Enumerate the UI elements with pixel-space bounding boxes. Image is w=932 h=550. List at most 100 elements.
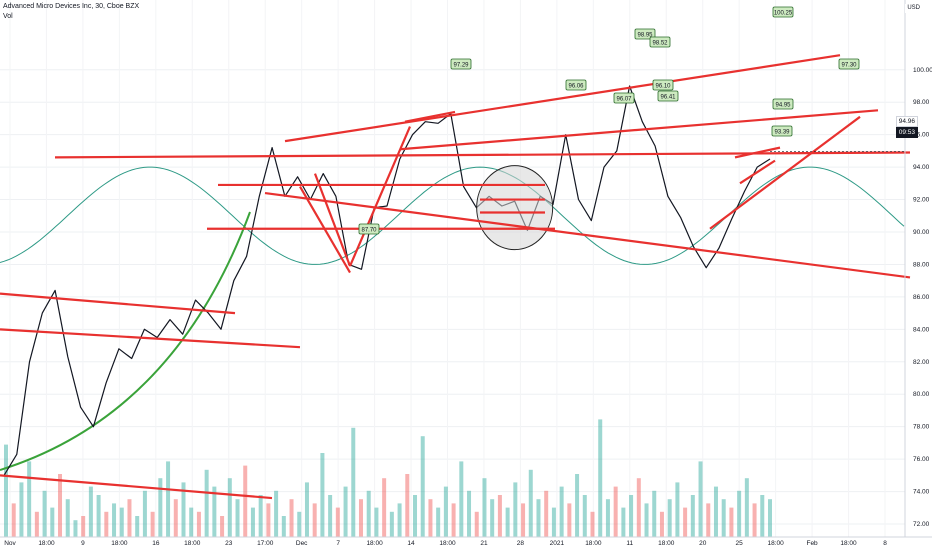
volume-bar [274,490,279,537]
x-tick-label: 18:00 [38,540,55,547]
x-tick-label: 9 [81,540,85,547]
consolidation-circle [476,165,554,251]
price-callout-label: 93.39 [774,130,790,136]
trendline-nov-lower [0,328,301,349]
currency-label: USD [905,4,922,13]
volume-bar [374,507,379,537]
trendline-nov-upper [0,292,236,315]
volume-bar [575,474,580,537]
volume-bar [328,495,333,537]
volume-bar [521,503,526,537]
volume-bar [405,474,410,537]
volume-bar [428,499,433,537]
volume-bar [4,444,8,537]
x-tick-label: Nov [4,540,16,547]
volume-bar [173,499,178,537]
wedge-upper [734,146,781,159]
volume-bar [443,486,448,537]
x-tick-label: 16 [152,540,160,547]
y-tick-label: 76.00 [913,456,930,463]
x-tick-label: 17:00 [257,540,274,547]
volume-bar [721,499,726,537]
pattern-leg-up [348,126,412,267]
price-callout-box [634,28,656,40]
volume-bar [582,495,587,537]
x-tick-label: 11 [626,540,633,547]
volume-bar [220,516,225,537]
volume-bar [73,520,78,537]
price-callout-label: 96.06 [568,84,584,90]
volume-bar [713,486,718,537]
volume-bar [34,511,39,537]
volume-bar [605,499,610,537]
volume-bar [644,503,649,537]
price-callout-label: 96.07 [616,97,632,103]
volume-bar [304,482,309,537]
volume-bar [513,482,518,537]
y-tick-label: 72.00 [913,521,930,528]
y-tick-label: 98.00 [913,99,930,106]
volume-bar [420,436,425,537]
volume-bar [636,478,641,537]
x-tick-label: 21 [480,540,488,547]
trendline-horizontal-95 [54,151,911,159]
volume-bar [497,495,502,537]
volume-bar [189,507,194,537]
price-callout-box [565,79,587,91]
volume-bar [528,469,533,537]
volume-bar [490,499,495,537]
volume-bar [482,478,487,537]
volume-bar [706,503,711,537]
volume-bar [58,474,63,537]
x-tick-label: Feb [806,540,818,547]
current-price-tag: 94.96 [895,116,918,127]
volume-bar [135,516,140,537]
price-callout-label: 97.29 [453,63,469,69]
price-callout-label: 87.70 [361,228,377,234]
y-tick-label: 84.00 [913,326,930,333]
price-callout-box [838,58,860,70]
x-tick-label: 8 [883,540,887,547]
volume-bar [729,507,734,537]
x-tick-label: 23 [225,540,233,547]
volume-bars [4,419,772,537]
volume-bar [590,511,595,537]
volume-bar [744,478,749,537]
volume-bar [683,507,688,537]
volume-bar [112,503,117,537]
volume-bar [312,503,317,537]
volume-bar [88,486,93,537]
volume-bar [11,503,16,537]
volume-bar [250,507,255,537]
volume-bar [551,507,556,537]
volume-bar [629,495,634,537]
volume-bar [50,507,55,537]
y-tick-label: 90.00 [913,229,930,236]
trendline-volume-zone [0,474,273,500]
volume-bar [119,507,124,537]
volume-bar [659,511,664,537]
sine-wave [0,166,905,265]
x-tick-label: 18:00 [184,540,201,547]
volume-bar [613,486,618,537]
x-tick-label: 18:00 [767,540,784,547]
y-tick-label: 96.00 [913,132,930,139]
y-tick-label: 86.00 [913,294,930,301]
price-callout-label: 100.25 [774,11,793,17]
price-callout-label: 98.95 [637,33,653,39]
volume-bar [451,503,456,537]
volume-bar [212,486,217,537]
y-tick-label: 74.00 [913,489,930,496]
volume-bar [474,511,479,537]
volume-bar [142,490,147,537]
y-tick-label: 94.00 [913,164,930,171]
chart-title: Advanced Micro Devices Inc, 30, Cboe BZX [3,3,140,10]
price-callout-label: 94.95 [775,103,791,109]
price-callouts: 100.25 98.95 98.52 97.29 97.30 96.06 96.07 96.1… [358,6,860,235]
sine-wave-line [0,166,905,265]
volume-bar [413,495,418,537]
x-tick-label: 28 [517,540,525,547]
volume-bar [737,490,742,537]
volume-bar [266,503,271,537]
volume-bar [598,419,603,537]
